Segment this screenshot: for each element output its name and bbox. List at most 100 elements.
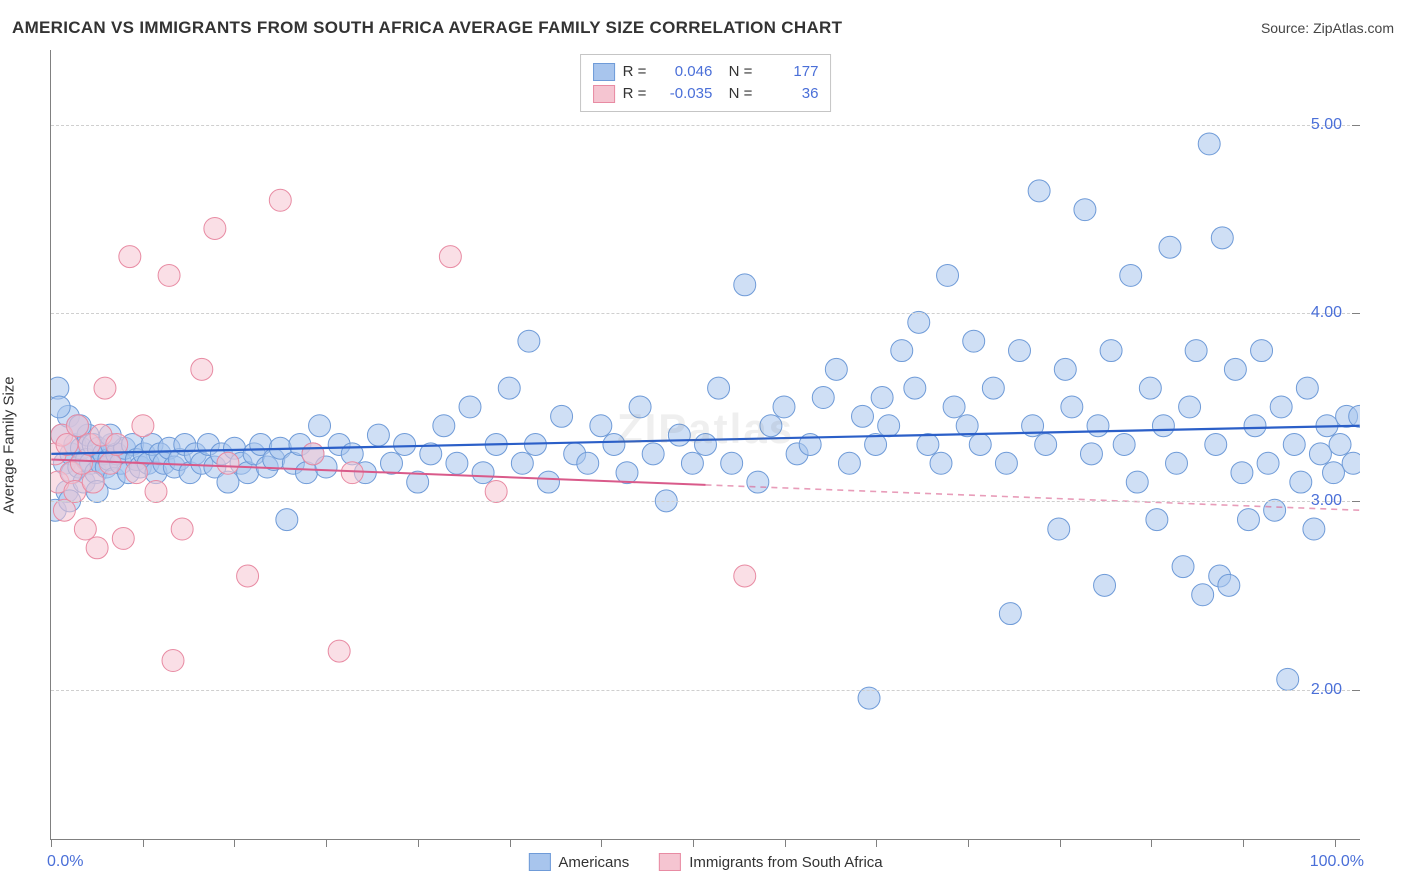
y-tick [1352,690,1360,691]
data-point [616,462,638,484]
data-point [760,415,782,437]
data-point [590,415,612,437]
data-point [132,415,154,437]
data-point [551,405,573,427]
x-tick [601,839,602,847]
data-point [67,415,89,437]
data-point [1264,499,1286,521]
data-point [381,452,403,474]
x-tick [510,839,511,847]
data-point [681,452,703,474]
x-tick [1060,839,1061,847]
data-point [695,434,717,456]
y-tick [1352,501,1360,502]
data-point [302,443,324,465]
data-point [269,189,291,211]
data-point [982,377,1004,399]
data-point [237,565,259,587]
x-tick [1151,839,1152,847]
chart-title: AMERICAN VS IMMIGRANTS FROM SOUTH AFRICA… [12,18,842,38]
data-point [1087,415,1109,437]
source-value: ZipAtlas.com [1313,20,1394,36]
legend-row-2: R = -0.035 N = 36 [593,83,819,105]
trend-line-extrapolated [706,485,1360,510]
data-point [204,217,226,239]
r-label-2: R = [623,83,647,105]
data-point [1283,434,1305,456]
legend-label-1: Americans [558,854,629,871]
data-point [963,330,985,352]
data-point [1120,264,1142,286]
data-point [367,424,389,446]
y-tick [1352,125,1360,126]
y-tick-label: 5.00 [1311,116,1342,134]
legend-row-1: R = 0.046 N = 177 [593,61,819,83]
data-point [1244,415,1266,437]
data-point [943,396,965,418]
x-tick [785,839,786,847]
data-point [871,387,893,409]
data-point [1231,462,1253,484]
data-point [439,246,461,268]
data-point [51,396,70,418]
swatch-series2 [593,85,615,103]
data-point [1303,518,1325,540]
r-value-1: 0.046 [654,61,712,83]
data-point [577,452,599,474]
legend-item-2: Immigrants from South Africa [659,853,882,871]
x-tick [51,839,52,847]
source-label: Source: [1261,20,1313,36]
data-point [1172,556,1194,578]
data-point [446,452,468,474]
data-point [119,246,141,268]
data-point [1309,443,1331,465]
swatch-series2-bottom [659,853,681,871]
data-point [1159,236,1181,258]
correlation-legend: R = 0.046 N = 177 R = -0.035 N = 36 [580,54,832,112]
data-point [112,527,134,549]
data-point [1342,452,1360,474]
data-point [721,452,743,474]
data-point [969,434,991,456]
x-tick [693,839,694,847]
y-tick-label: 4.00 [1311,304,1342,322]
x-tick [143,839,144,847]
data-point [86,537,108,559]
data-point [1257,452,1279,474]
data-point [1185,340,1207,362]
data-point [629,396,651,418]
data-point [459,396,481,418]
data-point [838,452,860,474]
data-point [812,387,834,409]
gridline [51,125,1360,126]
data-point [995,452,1017,474]
data-point [341,462,363,484]
data-point [171,518,193,540]
gridline [51,313,1360,314]
data-point [1296,377,1318,399]
data-point [217,452,239,474]
data-point [1113,434,1135,456]
data-point [1251,340,1273,362]
x-tick [1335,839,1336,847]
y-tick-label: 3.00 [1311,492,1342,510]
data-point [1277,668,1299,690]
data-point [1054,358,1076,380]
data-point [1100,340,1122,362]
n-label-1: N = [720,61,752,83]
data-point [1211,227,1233,249]
data-point [162,650,184,672]
data-point [1061,396,1083,418]
data-point [394,434,416,456]
series-legend: Americans Immigrants from South Africa [528,853,882,871]
data-point [668,424,690,446]
data-point [511,452,533,474]
data-point [1237,509,1259,531]
data-point [145,480,167,502]
scatter-plot [51,50,1360,839]
swatch-series1 [593,63,615,81]
n-value-2: 36 [760,83,818,105]
chart-header: AMERICAN VS IMMIGRANTS FROM SOUTH AFRICA… [12,18,1394,38]
data-point [937,264,959,286]
data-point [125,462,147,484]
